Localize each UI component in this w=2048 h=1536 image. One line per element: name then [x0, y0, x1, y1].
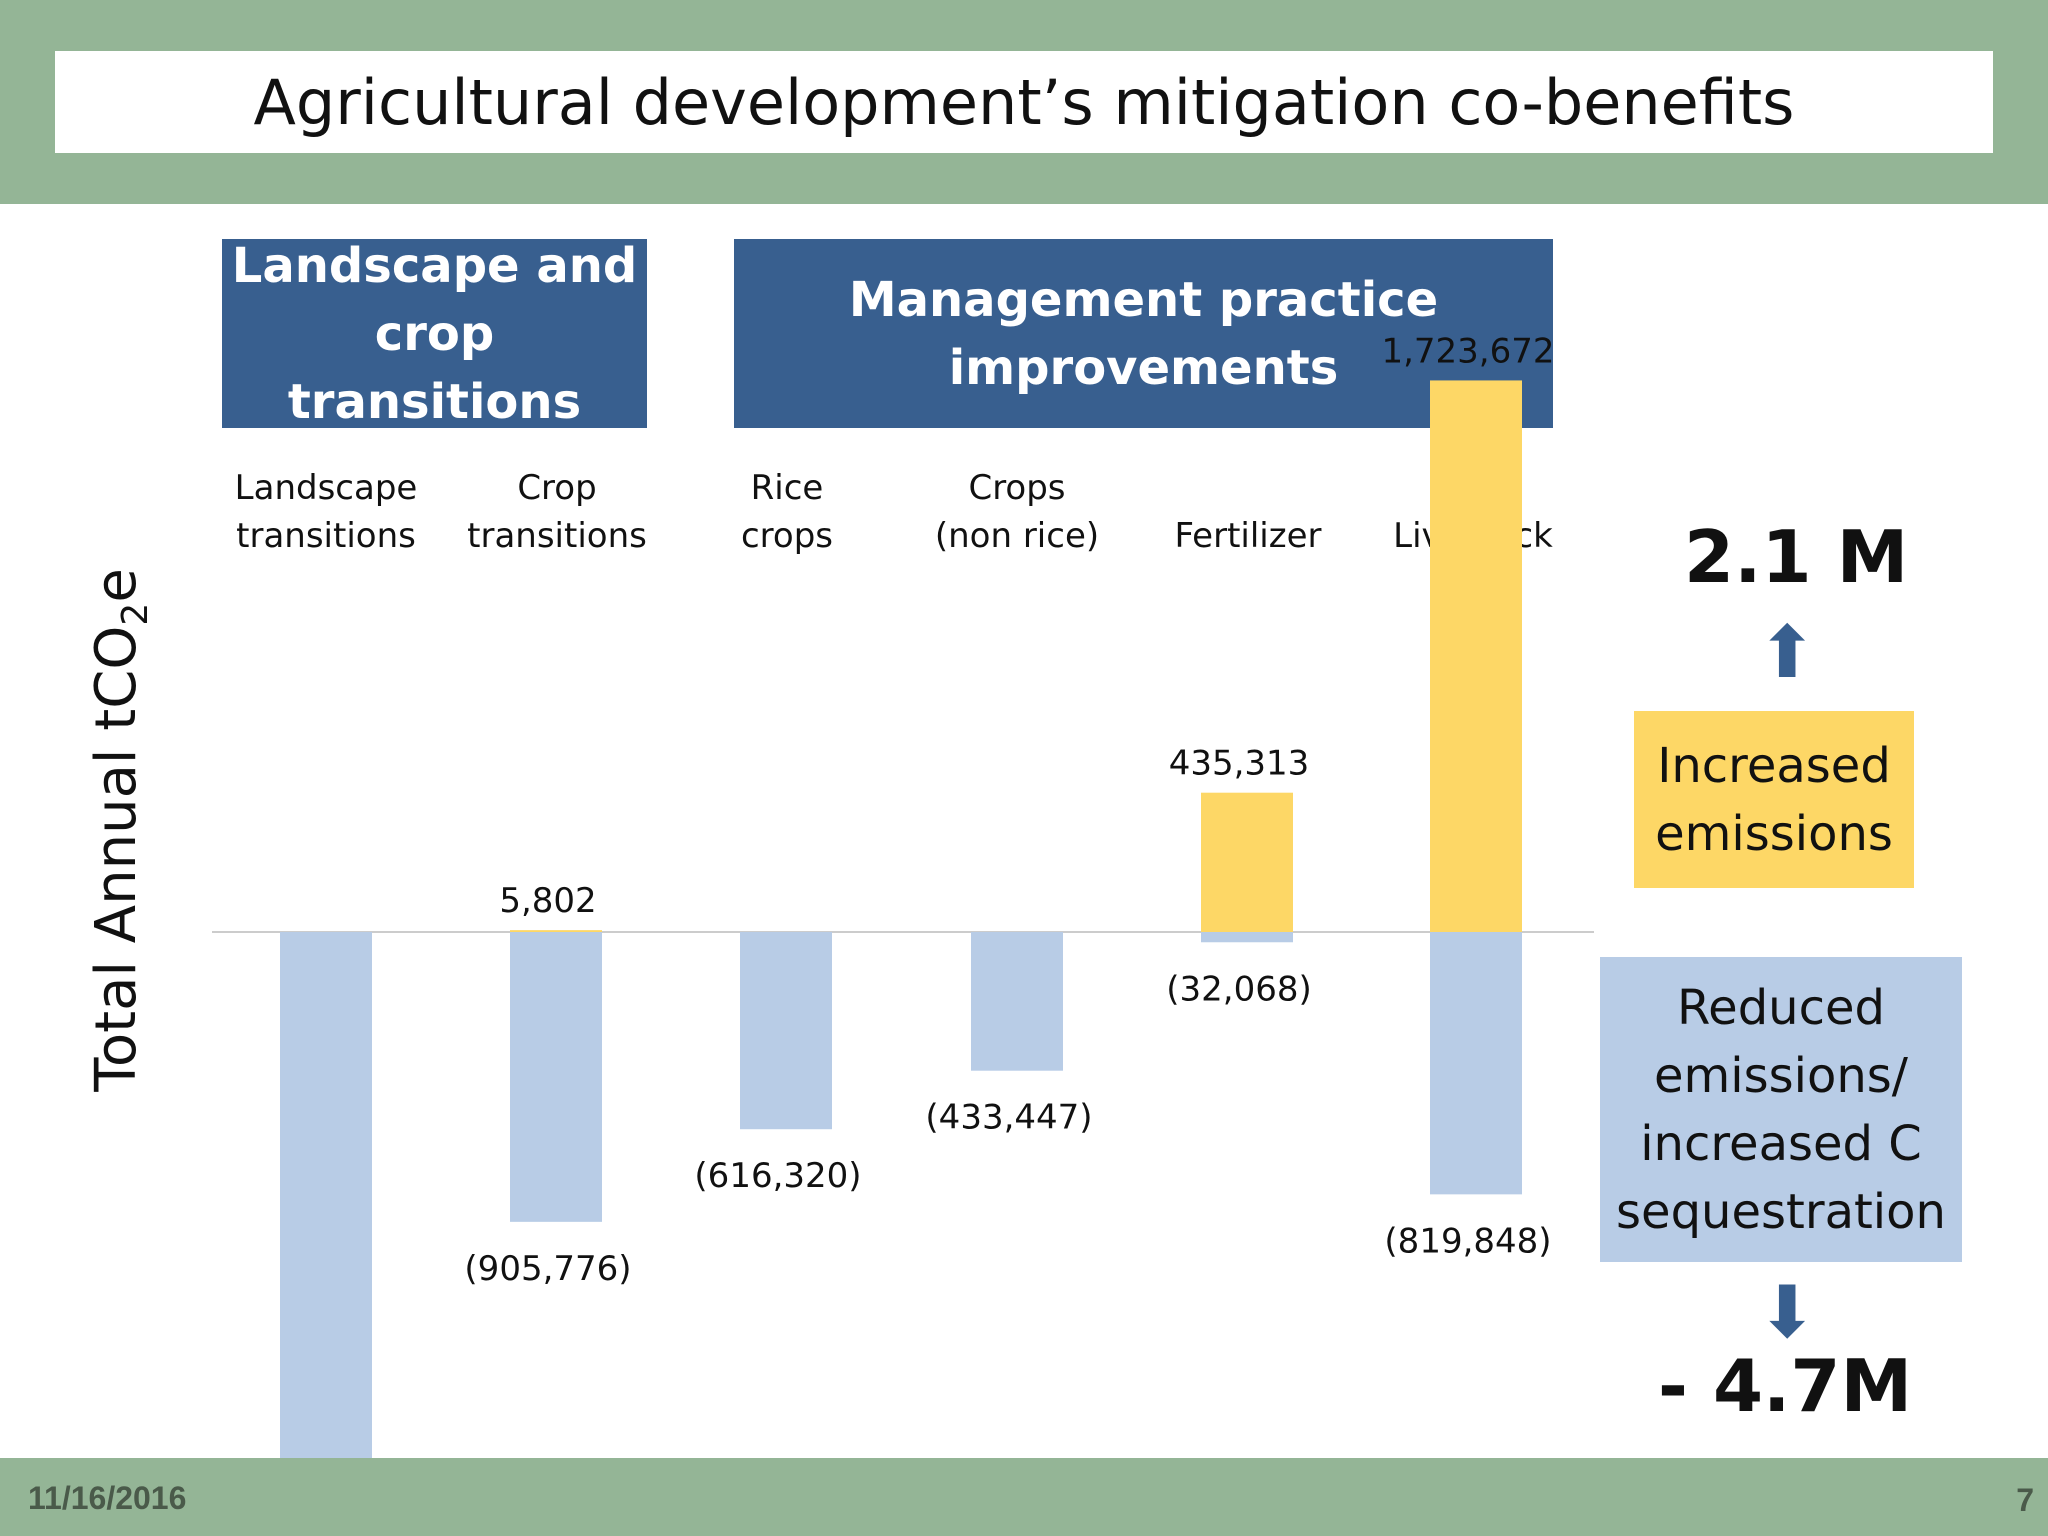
data-label-increase-1: 5,802	[499, 881, 596, 921]
group-line: Management practice	[848, 271, 1439, 328]
legend-increased-emissions: Increased emissions	[1634, 711, 1914, 888]
legend-line: Reduced	[1676, 979, 1885, 1036]
category-label-fertilizer: Fertilizer	[1138, 512, 1358, 560]
category-label-rice: Rice crops	[677, 464, 897, 560]
data-label-reduce-5: (819,848)	[1384, 1221, 1551, 1261]
legend-line: emissions/	[1654, 1047, 1908, 1104]
category-line: transitions	[467, 516, 647, 556]
category-line: (non rice)	[934, 516, 1100, 556]
group-management-practice: Management practice improvements	[734, 239, 1553, 428]
group-line: Landscape and	[231, 237, 638, 294]
category-line: Fertilizer	[1174, 516, 1322, 556]
data-label-reduce-2: (616,320)	[694, 1156, 861, 1196]
total-reduction: - 4.7M	[1658, 1344, 1913, 1428]
category-label-crops-non-rice: Crops (non rice)	[907, 464, 1127, 560]
bar-reduce-2	[740, 932, 832, 1130]
legend-line: Increased	[1657, 737, 1891, 794]
bar-reduce-5	[1430, 932, 1522, 1195]
group-line: improvements	[948, 339, 1339, 396]
total-increase: 2.1 M	[1684, 515, 1909, 599]
data-label-increase-5: 1,723,672	[1381, 331, 1554, 371]
legend-line: emissions	[1655, 805, 1893, 862]
bar-reduce-0	[280, 932, 372, 1530]
bar-increase-1	[510, 930, 602, 933]
category-line: Crop	[517, 468, 597, 508]
category-line: Rice	[750, 468, 824, 508]
legend-line: increased C	[1640, 1115, 1922, 1172]
bar-reduce-4	[1201, 932, 1293, 943]
data-label-reduce-3: (433,447)	[925, 1098, 1092, 1138]
category-label-crop: Crop transitions	[447, 464, 667, 560]
category-label-landscape: Landscape transitions	[216, 464, 436, 560]
bar-reduce-1	[510, 932, 602, 1222]
data-label-reduce-1: (905,776)	[464, 1249, 631, 1289]
page-number: 7	[2016, 1482, 2034, 1518]
footer-band	[0, 1458, 2048, 1536]
group-landscape-crop-transitions: Landscape and crop transitions	[222, 238, 647, 430]
arrow-down-icon: ⬇	[1757, 1270, 1818, 1354]
footer-date: 11/16/2016	[28, 1480, 187, 1516]
legend-reduced-emissions: Reduced emissions/ increased C sequestra…	[1600, 957, 1962, 1262]
arrow-up-icon: ⬆	[1757, 610, 1818, 694]
bar-reduce-3	[971, 932, 1063, 1071]
slide-title: Agricultural development’s mitigation co…	[55, 51, 1993, 153]
legend-line: sequestration	[1616, 1183, 1946, 1240]
bar-increase-5	[1430, 380, 1522, 933]
bar-increase-4	[1201, 792, 1293, 932]
category-line: Landscape	[234, 468, 418, 508]
data-label-reduce-4: (32,068)	[1166, 969, 1312, 1009]
category-line: crops	[740, 516, 834, 556]
category-line: transitions	[236, 516, 416, 556]
category-line: Crops	[968, 468, 1066, 508]
group-line: crop transitions	[287, 305, 582, 430]
data-label-increase-4: 435,313	[1169, 744, 1310, 784]
